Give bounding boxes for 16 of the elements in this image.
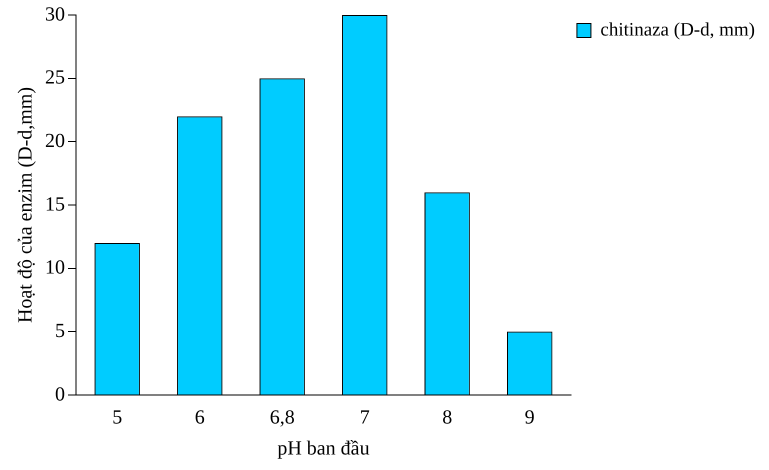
x-tick-label: 9 [524,406,535,428]
x-tick-label: 6,8 [270,406,295,428]
y-tick-label: 30 [45,3,65,26]
y-axis-title: Hoạt độ của enzim (D-d,mm) [14,86,36,324]
y-tick-label: 0 [55,383,65,406]
x-axis-title: pH ban đầu [277,437,370,460]
y-tick-label: 5 [55,320,65,342]
y-tick-label: 25 [45,66,65,89]
x-tick-label: 7 [360,406,370,428]
x-tick-label: 8 [442,406,452,428]
legend-label: chitinaza (D-d, mm) [600,19,756,40]
y-tick-label: 10 [45,256,65,279]
x-tick-label: 6 [194,406,205,428]
y-tick-label: 15 [45,193,65,216]
x-tick-label: 5 [112,406,122,428]
y-tick-label: 20 [45,130,65,152]
